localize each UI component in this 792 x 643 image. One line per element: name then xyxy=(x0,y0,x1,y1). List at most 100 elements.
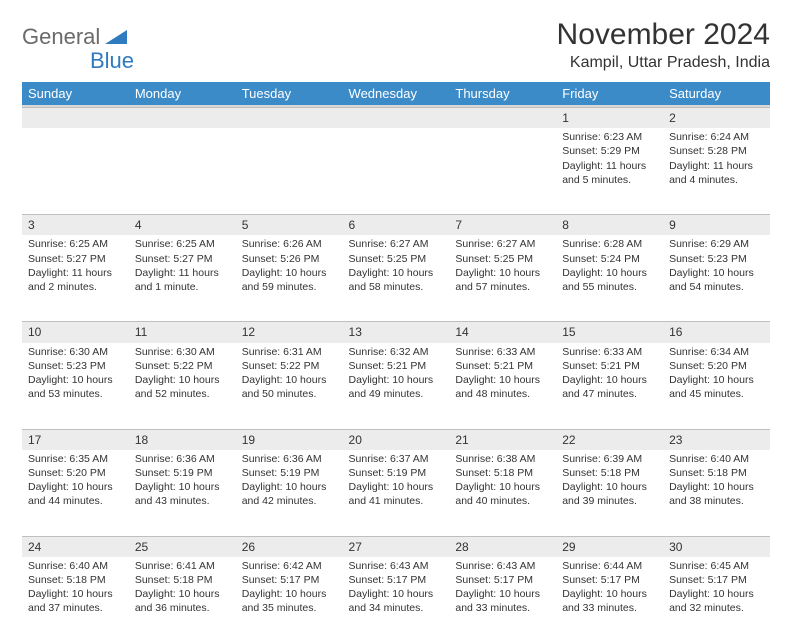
day-number: 6 xyxy=(343,214,450,235)
day-number: 29 xyxy=(556,536,663,557)
day-text-cell: Sunrise: 6:30 AMSunset: 5:23 PMDaylight:… xyxy=(22,343,129,429)
day-text-cell: Sunrise: 6:40 AMSunset: 5:18 PMDaylight:… xyxy=(22,557,129,643)
day-number: 1 xyxy=(556,107,663,128)
day-number-cell: 16 xyxy=(663,321,770,342)
day-number-cell: 2 xyxy=(663,106,770,128)
day-number: 23 xyxy=(663,429,770,450)
day-number-cell: 12 xyxy=(236,321,343,342)
day-number-cell xyxy=(129,106,236,128)
day-number-empty xyxy=(129,107,236,128)
day-number: 17 xyxy=(22,429,129,450)
day-number-cell: 8 xyxy=(556,214,663,235)
day-number: 10 xyxy=(22,321,129,342)
day-text-cell xyxy=(22,128,129,214)
day-text-cell: Sunrise: 6:41 AMSunset: 5:18 PMDaylight:… xyxy=(129,557,236,643)
day-number: 20 xyxy=(343,429,450,450)
day-text-cell: Sunrise: 6:27 AMSunset: 5:25 PMDaylight:… xyxy=(449,235,556,321)
day-number-cell: 7 xyxy=(449,214,556,235)
day-details: Sunrise: 6:40 AMSunset: 5:18 PMDaylight:… xyxy=(22,557,129,620)
day-details: Sunrise: 6:36 AMSunset: 5:19 PMDaylight:… xyxy=(236,450,343,513)
weekday-header: Saturday xyxy=(663,82,770,106)
day-details: Sunrise: 6:38 AMSunset: 5:18 PMDaylight:… xyxy=(449,450,556,513)
day-number: 16 xyxy=(663,321,770,342)
day-number-cell: 26 xyxy=(236,536,343,557)
day-number: 13 xyxy=(343,321,450,342)
day-text-cell: Sunrise: 6:34 AMSunset: 5:20 PMDaylight:… xyxy=(663,343,770,429)
day-number: 26 xyxy=(236,536,343,557)
day-number-cell: 24 xyxy=(22,536,129,557)
logo-text-blue: Blue xyxy=(90,48,134,73)
day-number: 12 xyxy=(236,321,343,342)
day-number: 30 xyxy=(663,536,770,557)
weekday-header: Monday xyxy=(129,82,236,106)
day-number-empty xyxy=(343,107,450,128)
day-details: Sunrise: 6:25 AMSunset: 5:27 PMDaylight:… xyxy=(22,235,129,298)
day-details: Sunrise: 6:37 AMSunset: 5:19 PMDaylight:… xyxy=(343,450,450,513)
day-details: Sunrise: 6:30 AMSunset: 5:23 PMDaylight:… xyxy=(22,343,129,406)
day-text-cell: Sunrise: 6:40 AMSunset: 5:18 PMDaylight:… xyxy=(663,450,770,536)
day-number-cell: 15 xyxy=(556,321,663,342)
day-number: 7 xyxy=(449,214,556,235)
day-number-cell xyxy=(236,106,343,128)
day-text-cell xyxy=(129,128,236,214)
day-details: Sunrise: 6:27 AMSunset: 5:25 PMDaylight:… xyxy=(449,235,556,298)
logo-blue-row: Blue xyxy=(22,48,142,74)
day-details: Sunrise: 6:42 AMSunset: 5:17 PMDaylight:… xyxy=(236,557,343,620)
day-number: 24 xyxy=(22,536,129,557)
day-details: Sunrise: 6:34 AMSunset: 5:20 PMDaylight:… xyxy=(663,343,770,406)
day-number-cell: 19 xyxy=(236,429,343,450)
day-details: Sunrise: 6:33 AMSunset: 5:21 PMDaylight:… xyxy=(556,343,663,406)
day-details: Sunrise: 6:43 AMSunset: 5:17 PMDaylight:… xyxy=(343,557,450,620)
day-details: Sunrise: 6:45 AMSunset: 5:17 PMDaylight:… xyxy=(663,557,770,620)
day-details: Sunrise: 6:23 AMSunset: 5:29 PMDaylight:… xyxy=(556,128,663,191)
calendar-body: 12Sunrise: 6:23 AMSunset: 5:29 PMDayligh… xyxy=(22,106,770,643)
day-number-row: 24252627282930 xyxy=(22,536,770,557)
day-number: 5 xyxy=(236,214,343,235)
weekday-header: Sunday xyxy=(22,82,129,106)
calendar-table: Sunday Monday Tuesday Wednesday Thursday… xyxy=(22,82,770,643)
day-number: 2 xyxy=(663,107,770,128)
day-number-cell: 3 xyxy=(22,214,129,235)
day-number: 21 xyxy=(449,429,556,450)
day-text-cell: Sunrise: 6:26 AMSunset: 5:26 PMDaylight:… xyxy=(236,235,343,321)
day-details: Sunrise: 6:28 AMSunset: 5:24 PMDaylight:… xyxy=(556,235,663,298)
day-number-cell: 18 xyxy=(129,429,236,450)
day-text-cell: Sunrise: 6:28 AMSunset: 5:24 PMDaylight:… xyxy=(556,235,663,321)
day-number-cell: 20 xyxy=(343,429,450,450)
day-number-empty xyxy=(449,107,556,128)
day-number-cell: 5 xyxy=(236,214,343,235)
day-text-row: Sunrise: 6:35 AMSunset: 5:20 PMDaylight:… xyxy=(22,450,770,536)
day-text-cell: Sunrise: 6:36 AMSunset: 5:19 PMDaylight:… xyxy=(129,450,236,536)
day-text-cell: Sunrise: 6:33 AMSunset: 5:21 PMDaylight:… xyxy=(449,343,556,429)
day-number-cell: 21 xyxy=(449,429,556,450)
day-text-row: Sunrise: 6:40 AMSunset: 5:18 PMDaylight:… xyxy=(22,557,770,643)
day-text-cell: Sunrise: 6:42 AMSunset: 5:17 PMDaylight:… xyxy=(236,557,343,643)
day-number-cell: 10 xyxy=(22,321,129,342)
day-text-cell: Sunrise: 6:27 AMSunset: 5:25 PMDaylight:… xyxy=(343,235,450,321)
day-number: 22 xyxy=(556,429,663,450)
day-details: Sunrise: 6:29 AMSunset: 5:23 PMDaylight:… xyxy=(663,235,770,298)
day-number-cell: 28 xyxy=(449,536,556,557)
day-text-cell: Sunrise: 6:36 AMSunset: 5:19 PMDaylight:… xyxy=(236,450,343,536)
day-details: Sunrise: 6:41 AMSunset: 5:18 PMDaylight:… xyxy=(129,557,236,620)
day-number: 3 xyxy=(22,214,129,235)
day-number: 25 xyxy=(129,536,236,557)
month-title: November 2024 xyxy=(557,18,770,52)
day-number-row: 10111213141516 xyxy=(22,321,770,342)
day-details: Sunrise: 6:36 AMSunset: 5:19 PMDaylight:… xyxy=(129,450,236,513)
day-text-cell: Sunrise: 6:23 AMSunset: 5:29 PMDaylight:… xyxy=(556,128,663,214)
logo-triangle-icon xyxy=(105,26,127,49)
day-text-row: Sunrise: 6:25 AMSunset: 5:27 PMDaylight:… xyxy=(22,235,770,321)
day-text-cell: Sunrise: 6:44 AMSunset: 5:17 PMDaylight:… xyxy=(556,557,663,643)
day-text-cell: Sunrise: 6:25 AMSunset: 5:27 PMDaylight:… xyxy=(129,235,236,321)
day-number-cell: 1 xyxy=(556,106,663,128)
day-text-cell: Sunrise: 6:35 AMSunset: 5:20 PMDaylight:… xyxy=(22,450,129,536)
day-number: 11 xyxy=(129,321,236,342)
day-number-cell: 13 xyxy=(343,321,450,342)
day-number: 27 xyxy=(343,536,450,557)
day-number: 9 xyxy=(663,214,770,235)
day-number-cell: 23 xyxy=(663,429,770,450)
weekday-header: Wednesday xyxy=(343,82,450,106)
day-text-cell xyxy=(449,128,556,214)
day-number-cell: 30 xyxy=(663,536,770,557)
